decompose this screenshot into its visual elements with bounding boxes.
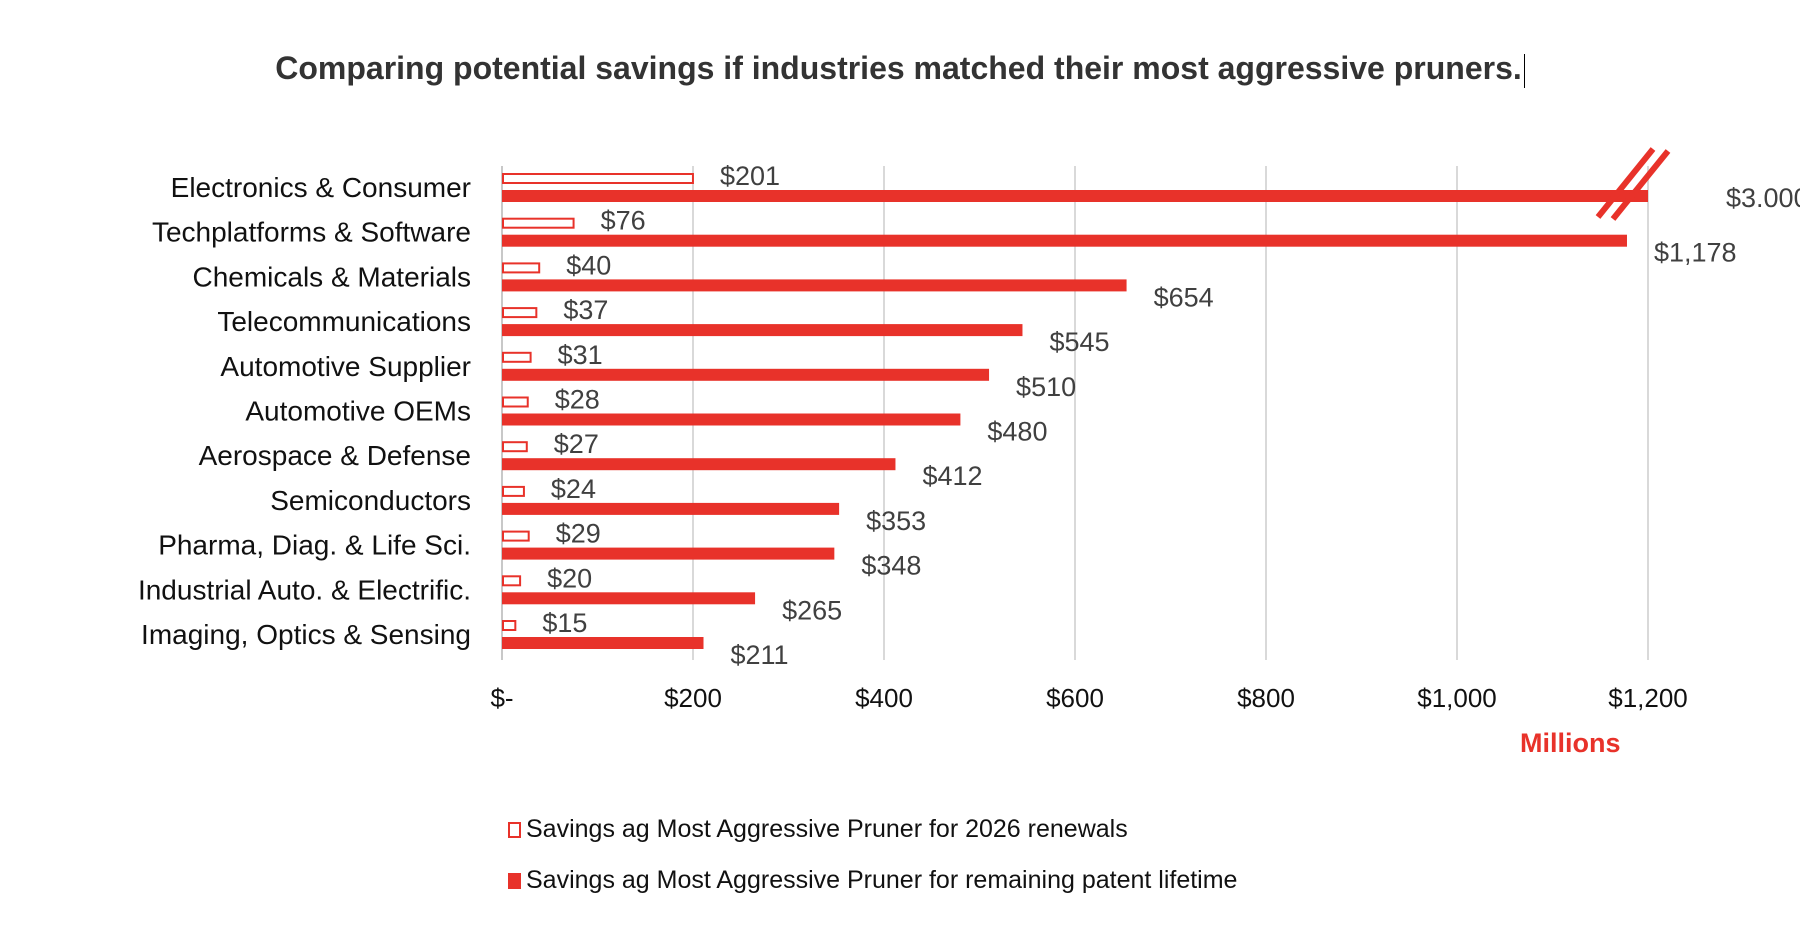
data-label-lifetime: $348	[861, 551, 921, 581]
bar-renewals	[502, 530, 530, 542]
category-label: Aerospace & Defense	[199, 440, 471, 471]
bar-lifetime	[502, 413, 961, 426]
axis-break-mark	[1610, 149, 1671, 221]
category-label: Telecommunications	[217, 306, 471, 337]
bar-renewals	[502, 396, 529, 408]
data-label-renewals: $28	[555, 385, 600, 415]
category-label: Automotive OEMs	[245, 396, 471, 427]
x-tick-label: $800	[1237, 683, 1295, 713]
bar-renewals	[502, 173, 694, 184]
bar-lifetime	[502, 637, 704, 649]
data-label-renewals: $40	[566, 250, 611, 280]
bar-lifetime	[502, 592, 756, 605]
category-label: Imaging, Optics & Sensing	[141, 619, 471, 650]
data-label-renewals: $201	[720, 161, 780, 191]
category-label: Techplatforms & Software	[152, 217, 471, 248]
data-label-lifetime: $545	[1049, 327, 1109, 357]
x-tick-label: $1,200	[1608, 683, 1688, 713]
data-label-lifetime: $480	[987, 417, 1047, 447]
axis-break-mark	[1595, 147, 1656, 219]
data-label-renewals: $37	[563, 295, 608, 325]
data-label-lifetime: $654	[1154, 282, 1214, 312]
bar-lifetime	[502, 547, 835, 560]
x-tick-label: $400	[855, 683, 913, 713]
category-label: Electronics & Consumer	[171, 172, 471, 203]
legend-label: Savings ag Most Aggressive Pruner for re…	[526, 866, 1238, 894]
x-tick-label: $600	[1046, 683, 1104, 713]
bar-renewals	[502, 620, 517, 631]
bar-lifetime	[502, 190, 1648, 202]
bar-renewals	[502, 217, 575, 229]
legend-swatch-filled	[508, 872, 521, 889]
bar-renewals	[502, 351, 532, 363]
data-label-renewals: $76	[601, 206, 646, 236]
bar-lifetime	[502, 234, 1627, 247]
data-label-lifetime: $265	[782, 595, 842, 625]
category-label: Chemicals & Materials	[192, 261, 471, 292]
category-label: Automotive Supplier	[220, 351, 471, 382]
data-label-renewals: $24	[551, 474, 596, 504]
data-label-renewals: $27	[554, 429, 599, 459]
bar-lifetime	[502, 458, 896, 471]
x-tick-label: $200	[664, 683, 722, 713]
legend-label: Savings ag Most Aggressive Pruner for 20…	[526, 815, 1128, 843]
data-label-lifetime: $211	[731, 640, 789, 670]
data-label-lifetime: $353	[866, 506, 926, 536]
bar-lifetime	[502, 502, 840, 515]
bar-lifetime	[502, 324, 1023, 337]
bar-renewals	[502, 307, 538, 319]
bar-renewals	[502, 485, 525, 497]
chart-title: Comparing potential savings if industrie…	[0, 50, 1800, 88]
legend-item-lifetime: Savings ag Most Aggressive Pruner for re…	[508, 866, 1237, 895]
x-tick-label: $-	[490, 683, 513, 713]
x-axis-unit: Millions	[1520, 728, 1621, 758]
x-tick-label: $1,000	[1417, 683, 1497, 713]
legend-swatch-outline	[508, 821, 521, 838]
data-label-lifetime: $1,178	[1654, 238, 1737, 268]
category-label: Pharma, Diag. & Life Sci.	[158, 530, 471, 561]
bar-renewals	[502, 441, 528, 453]
data-label-lifetime: $510	[1016, 372, 1076, 402]
bar-lifetime	[502, 368, 990, 381]
bar-renewals	[502, 262, 541, 274]
data-label-renewals: $20	[547, 563, 592, 593]
data-label-renewals: $15	[542, 608, 587, 638]
legend-item-renewals: Savings ag Most Aggressive Pruner for 20…	[508, 815, 1128, 844]
data-label-lifetime: $3.000	[1726, 183, 1800, 213]
bar-renewals	[502, 575, 522, 587]
data-label-lifetime: $412	[922, 461, 982, 491]
data-label-renewals: $29	[556, 519, 601, 549]
category-label: Industrial Auto. & Electrific.	[138, 574, 471, 605]
bar-lifetime	[502, 279, 1127, 292]
text-cursor	[1523, 53, 1525, 88]
data-label-renewals: $31	[558, 340, 603, 370]
category-label: Semiconductors	[270, 485, 471, 516]
